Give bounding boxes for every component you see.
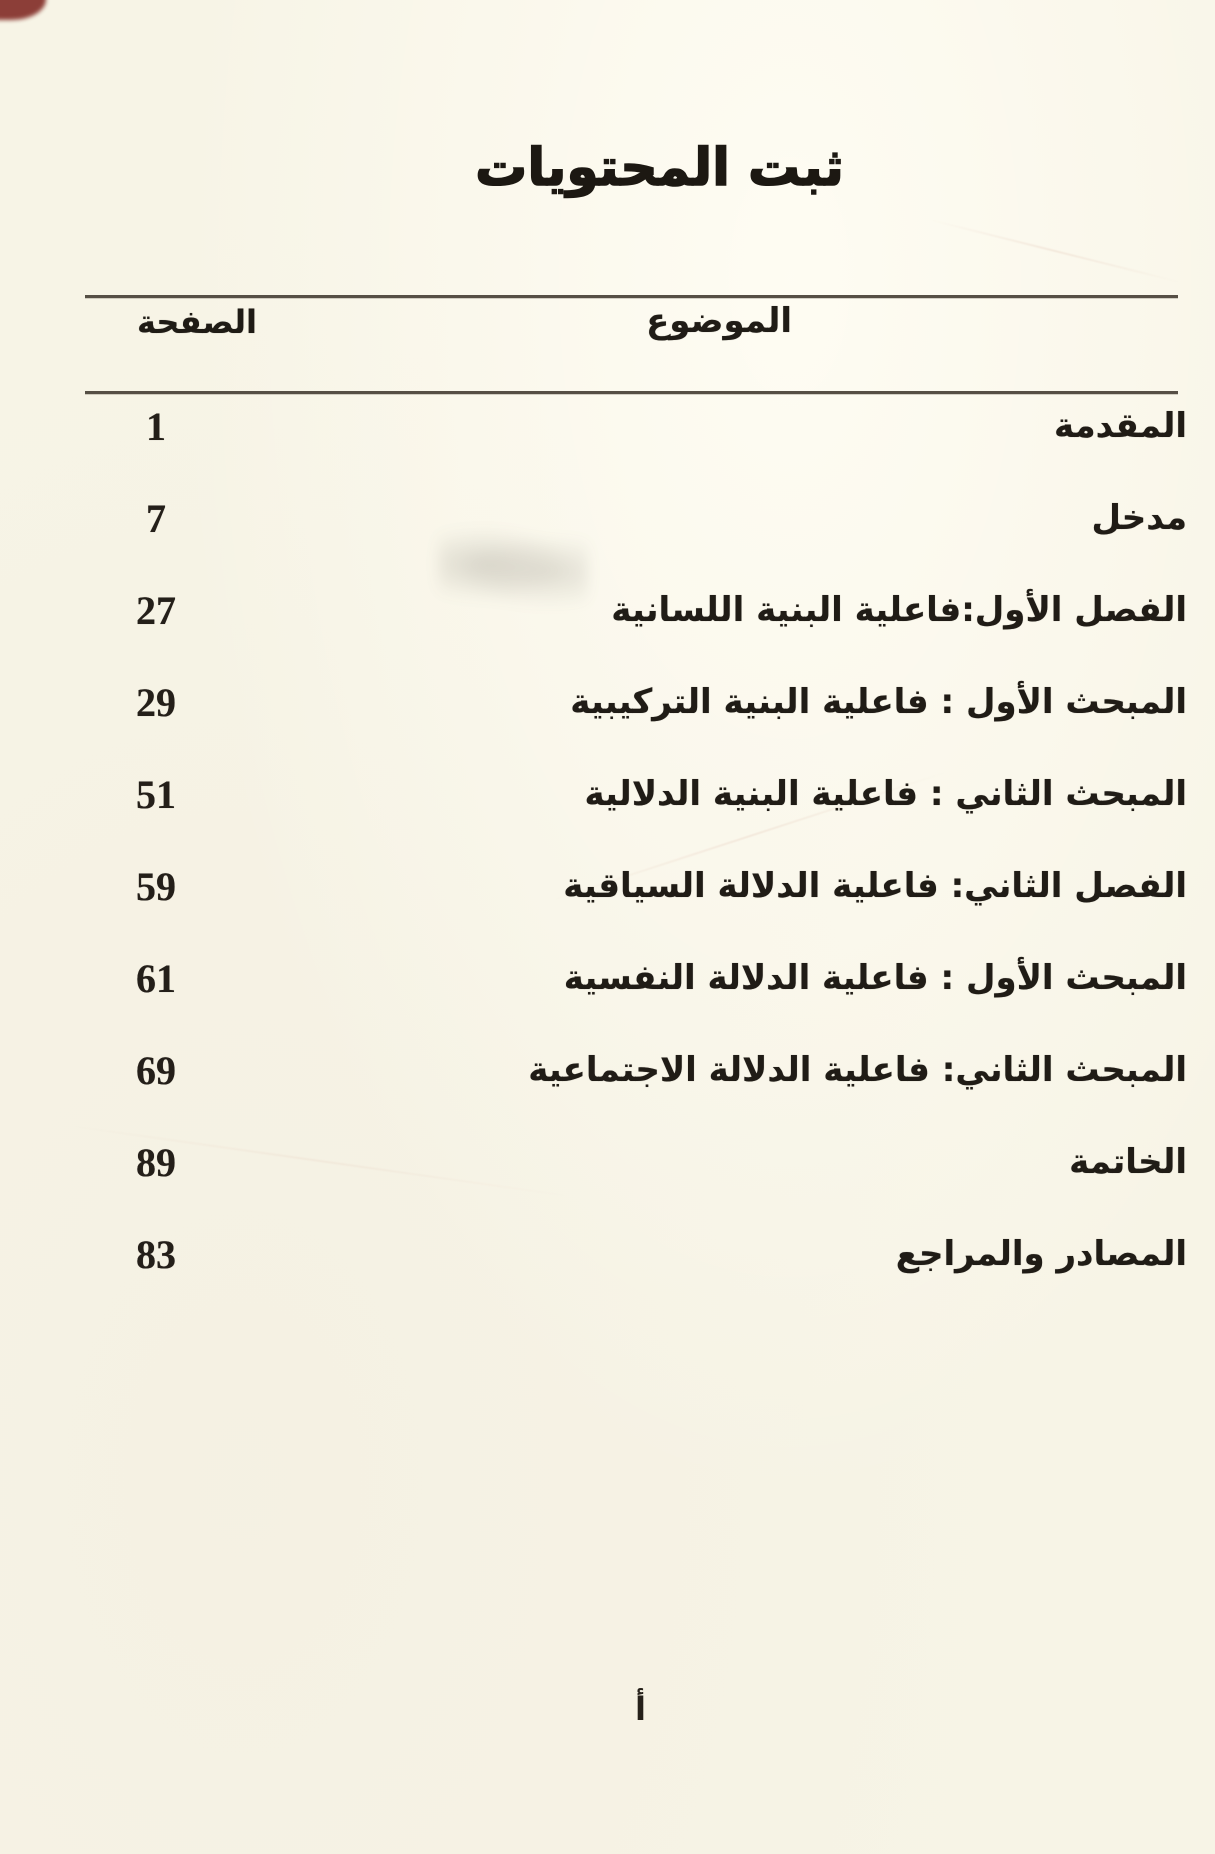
scan-corner-stain — [0, 0, 46, 20]
toc-page-number: 29 — [136, 679, 176, 725]
toc-page-number: 61 — [136, 955, 176, 1001]
toc-row: 7 مدخل — [0, 472, 1215, 564]
column-header-subject: الموضوع — [646, 301, 792, 341]
toc-subject: مدخل — [1091, 498, 1187, 538]
toc-page-number: 27 — [136, 587, 176, 633]
page-title: ثبت المحتويات — [474, 137, 844, 199]
toc-row: 83 المصادر والمراجع — [0, 1208, 1215, 1300]
toc-page-number: 83 — [136, 1231, 176, 1277]
toc-row: 29 المبحث الأول : فاعلية البنية التركيبي… — [0, 656, 1215, 748]
header-rule-top — [85, 295, 1178, 298]
ink-bleed-smudge — [438, 528, 588, 608]
toc-page-number: 51 — [136, 771, 176, 817]
toc-row: 51 المبحث الثاني : فاعلية البنية الدلالي… — [0, 748, 1215, 840]
toc-subject: المبحث الأول : فاعلية البنية التركيبية — [570, 682, 1187, 722]
toc-row: 59 الفصل الثاني: فاعلية الدلالة السياقية — [0, 840, 1215, 932]
toc-row: 89 الخاتمة — [0, 1116, 1215, 1208]
toc-page-number: 69 — [136, 1047, 176, 1093]
toc-page-number: 59 — [136, 863, 176, 909]
toc-row: 27 الفصل الأول:فاعلية البنية اللسانية — [0, 564, 1215, 656]
column-header-page: الصفحة — [136, 303, 257, 341]
header-rule-bottom — [85, 391, 1178, 394]
toc-subject: المقدمة — [1054, 406, 1187, 446]
toc-subject: المبحث الثاني : فاعلية البنية الدلالية — [584, 774, 1187, 814]
toc-subject: المبحث الثاني: فاعلية الدلالة الاجتماعية — [528, 1050, 1187, 1090]
toc-subject: المصادر والمراجع — [895, 1234, 1187, 1274]
toc-row: 61 المبحث الأول : فاعلية الدلالة النفسية — [0, 932, 1215, 1024]
toc-page-number: 1 — [146, 403, 166, 449]
toc-subject: المبحث الأول : فاعلية الدلالة النفسية — [563, 958, 1187, 998]
toc-row: 69 المبحث الثاني: فاعلية الدلالة الاجتما… — [0, 1024, 1215, 1116]
toc-subject: الخاتمة — [1069, 1142, 1187, 1182]
paper-crease — [928, 218, 1182, 284]
toc-subject: الفصل الثاني: فاعلية الدلالة السياقية — [563, 866, 1187, 906]
toc-rows: 1 المقدمة 7 مدخل 27 الفصل الأول:فاعلية ا… — [0, 380, 1215, 1300]
footer-page-marker: أ — [635, 1690, 646, 1728]
toc-subject: الفصل الأول:فاعلية البنية اللسانية — [611, 590, 1187, 630]
toc-page-number: 89 — [136, 1139, 176, 1185]
toc-page-number: 7 — [146, 495, 166, 541]
toc-row: 1 المقدمة — [0, 380, 1215, 472]
